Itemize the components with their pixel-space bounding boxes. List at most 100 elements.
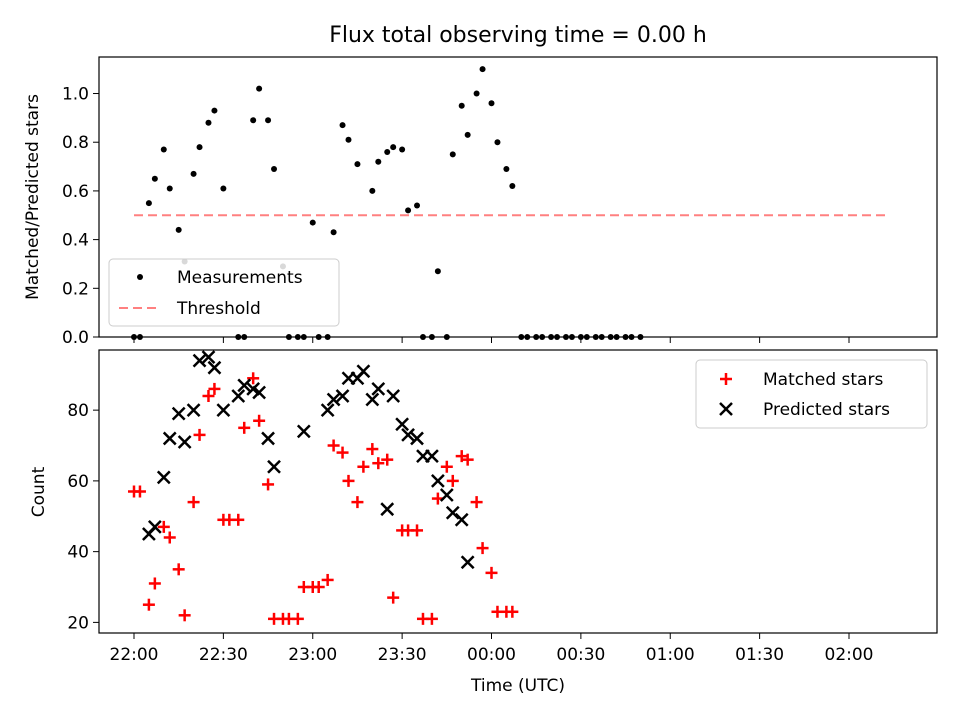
- measurement-point: [533, 334, 540, 340]
- matched-star-point: [476, 542, 489, 555]
- count-y-ticks: 20 40 60 80: [67, 401, 99, 633]
- predicted-star-diag2: [439, 488, 454, 502]
- matched-star-point: [485, 566, 498, 579]
- measurement-point: [131, 334, 137, 340]
- predicted-star-point: [252, 385, 267, 400]
- predicted-star-diag2: [216, 403, 231, 418]
- predicted-star-point: [326, 392, 341, 407]
- predicted-star-diag2: [296, 424, 311, 439]
- matched-star-point: [506, 605, 519, 618]
- predicted-star-diag2: [395, 417, 410, 432]
- measurement-point: [607, 334, 614, 340]
- count-x-tick-label: 02:00: [825, 645, 874, 665]
- predicted-star-diag2: [231, 389, 246, 403]
- predicted-star-point: [267, 459, 281, 474]
- measurement-point: [354, 161, 361, 168]
- chart-title: Flux total observing time = 0.00 h: [329, 23, 707, 48]
- measurement-point: [190, 170, 197, 177]
- legend-predicted-label: Predicted stars: [763, 400, 890, 420]
- measurement-point: [175, 226, 182, 233]
- predicted-star-point: [177, 435, 192, 449]
- measurement-point: [524, 334, 531, 340]
- measurement-point: [160, 146, 167, 153]
- matched-star-point: [312, 581, 325, 594]
- measurement-point: [145, 200, 152, 207]
- measurement-point: [196, 144, 203, 151]
- matched-star-point: [461, 453, 474, 466]
- measurement-point: [613, 334, 620, 340]
- measurement-point: [375, 158, 382, 165]
- predicted-star-diag2: [445, 505, 460, 520]
- predicted-star-diag2: [147, 519, 162, 534]
- measurement-point: [598, 334, 605, 340]
- count-y-tick-label: 40: [67, 543, 89, 563]
- measurement-point: [369, 187, 376, 194]
- measurement-point: [211, 107, 218, 114]
- measurement-point: [488, 100, 495, 107]
- measurement-point: [166, 185, 173, 192]
- matched-star-point: [148, 577, 161, 590]
- predicted-star-point: [207, 360, 222, 375]
- legend-predicted-marker: [719, 402, 733, 416]
- measurement-point: [449, 151, 456, 158]
- measurement-point: [205, 119, 212, 126]
- predicted-star-diag2: [156, 470, 171, 485]
- legend-measurements-marker: [137, 274, 143, 280]
- measurement-point: [464, 131, 471, 138]
- measurement-point: [592, 334, 599, 340]
- count-panel-frame: [98, 349, 938, 634]
- ratio-y-tick-label: 0.6: [62, 182, 89, 202]
- predicted-star-diag2: [192, 353, 207, 368]
- predicted-star-point: [147, 519, 162, 534]
- measurement-point: [399, 146, 406, 153]
- measurement-point: [300, 334, 307, 340]
- predicted-star-point: [162, 431, 177, 446]
- matched-star-point: [321, 573, 334, 586]
- predicted-star-diag2: [237, 378, 252, 393]
- count-marks: [128, 350, 519, 625]
- predicted-star-point: [460, 555, 475, 570]
- count-legend-box: [695, 359, 928, 429]
- predicted-star-diag2: [252, 385, 267, 400]
- predicted-star-point: [216, 403, 231, 418]
- measurement-point: [577, 334, 584, 340]
- ratio-y-tick-label: 0.2: [62, 279, 89, 299]
- measurement-point: [136, 334, 143, 340]
- matched-star-point: [247, 372, 260, 385]
- measurement-point: [414, 202, 421, 209]
- predicted-star-point: [365, 392, 380, 407]
- measurement-point: [390, 144, 397, 151]
- predicted-star-point: [380, 502, 395, 517]
- predicted-star-point: [320, 403, 335, 418]
- predicted-star-point: [425, 449, 439, 464]
- measurement-point: [220, 185, 227, 192]
- measurement-point: [503, 166, 510, 172]
- predicted-star-point: [237, 378, 252, 393]
- predicted-star-point: [395, 417, 410, 432]
- measurement-point: [428, 334, 435, 340]
- count-x-tick-label: 00:30: [556, 645, 605, 665]
- measurement-point: [583, 334, 590, 340]
- predicted-star-diag2: [207, 360, 222, 375]
- predicted-star-diag2: [371, 382, 386, 396]
- predicted-star-diag2: [261, 431, 275, 446]
- predicted-star-diag2: [386, 389, 401, 403]
- count-x-tick-label: 01:30: [735, 645, 784, 665]
- legend-matched-label: Matched stars: [763, 370, 883, 390]
- predicted-star-point: [335, 389, 350, 403]
- measurement-point: [151, 175, 158, 182]
- measurement-point: [548, 334, 555, 340]
- measurement-point: [554, 334, 561, 340]
- ratio-y-tick-label: 0.0: [62, 328, 89, 348]
- matched-star-point: [366, 443, 379, 456]
- ratio-y-axis-label: Matched/Predicted stars: [23, 94, 43, 300]
- matched-star-point: [187, 496, 200, 509]
- predicted-star-diag2: [186, 403, 201, 418]
- predicted-star-diag2: [460, 555, 475, 570]
- matched-star-point: [291, 612, 304, 625]
- matched-star-point: [202, 389, 215, 402]
- predicted-star-diag2: [162, 431, 177, 446]
- measurement-point: [562, 334, 569, 340]
- matched-star-point: [238, 421, 251, 434]
